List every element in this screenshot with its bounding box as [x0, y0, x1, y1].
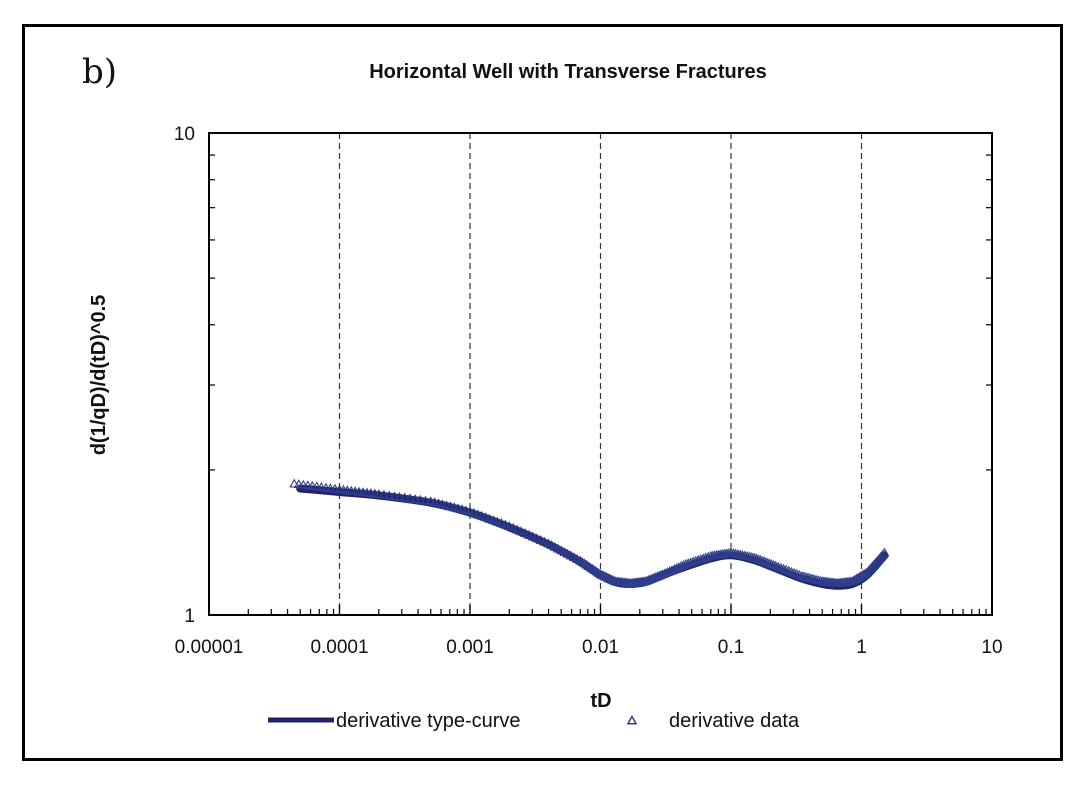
- y-axis-label: d(1/qD)/d(tD)^0.5: [88, 295, 110, 456]
- data-marker: [748, 552, 759, 562]
- data-marker: [879, 547, 890, 557]
- y-tick-labels: 1 10: [174, 124, 195, 627]
- data-marker: [794, 569, 805, 579]
- data-marker: [539, 536, 550, 546]
- data-marker: [751, 553, 762, 563]
- legend-label-data: derivative data: [669, 710, 800, 732]
- data-marker: [316, 482, 327, 491]
- data-marker: [307, 480, 318, 490]
- data-marker: [775, 562, 786, 572]
- legend: derivative type-curve derivative data: [268, 710, 800, 732]
- data-marker: [585, 562, 596, 572]
- data-marker: [384, 490, 395, 500]
- data-marker: [484, 513, 495, 523]
- data-marker: [410, 494, 421, 503]
- data-marker: [504, 521, 515, 530]
- data-marker: [531, 533, 542, 543]
- chart-title: Horizontal Well with Transverse Fracture…: [369, 61, 767, 83]
- data-marker: [591, 566, 602, 576]
- data-marker: [325, 483, 336, 493]
- data-marker: [587, 563, 598, 573]
- plot-area-border: [208, 132, 993, 616]
- data-marker: [302, 480, 313, 490]
- data-marker: [753, 554, 764, 563]
- data-marker: [581, 559, 592, 569]
- data-marker: [583, 561, 594, 570]
- data-marker: [472, 509, 483, 519]
- data-marker: [535, 534, 546, 544]
- data-marker: [778, 563, 789, 573]
- figure-frame: [22, 24, 1063, 761]
- x-tick-label: 0.0001: [310, 637, 368, 658]
- y-tick-label: 1: [184, 606, 195, 627]
- data-marker: [373, 489, 384, 498]
- x-tick-label: 10: [981, 637, 1002, 658]
- x-tick-label: 0.01: [582, 637, 619, 658]
- series-derivative-data: [289, 478, 890, 587]
- data-marker: [773, 561, 784, 571]
- data-marker: [527, 531, 538, 541]
- data-marker: [415, 494, 426, 504]
- data-marker: [768, 559, 779, 569]
- data-marker: [759, 556, 770, 566]
- data-marker: [500, 519, 511, 529]
- data-marker: [512, 524, 523, 534]
- data-marker: [420, 495, 431, 505]
- data-marker: [781, 564, 792, 574]
- legend-label-type-curve: derivative type-curve: [336, 710, 521, 732]
- data-marker: [378, 489, 389, 499]
- data-marker: [791, 568, 802, 578]
- data-marker: [764, 558, 775, 568]
- data-marker: [389, 491, 400, 501]
- x-tick-label: 0.1: [718, 637, 744, 658]
- data-marker: [476, 510, 487, 520]
- data-marker: [857, 570, 868, 579]
- data-marker: [468, 507, 479, 517]
- data-marker: [311, 481, 322, 491]
- data-marker: [492, 516, 503, 526]
- data-marker: [860, 568, 871, 578]
- panel-label: b): [82, 52, 118, 92]
- data-marker: [488, 515, 499, 525]
- x-tick-label: 0.001: [446, 637, 494, 658]
- legend-swatch-triangle: [626, 714, 638, 725]
- data-marker: [789, 567, 800, 577]
- data-marker: [399, 492, 410, 502]
- data-marker: [589, 565, 600, 575]
- data-marker: [465, 506, 475, 516]
- data-marker: [656, 569, 666, 579]
- data-marker: [877, 549, 888, 559]
- x-tick-label: 1: [856, 637, 867, 658]
- data-marker: [770, 560, 781, 570]
- data-marker: [329, 483, 340, 493]
- data-marker: [575, 555, 586, 565]
- y-tick-label: 10: [174, 124, 195, 145]
- data-marker: [289, 478, 300, 488]
- data-marker: [516, 526, 527, 536]
- data-marker: [786, 566, 797, 576]
- data-marker: [755, 554, 766, 564]
- data-marker: [577, 557, 588, 566]
- data-marker: [579, 558, 590, 568]
- data-marker: [480, 512, 491, 522]
- data-marker: [523, 529, 534, 539]
- grid-lines: [209, 132, 992, 615]
- data-marker: [783, 565, 794, 575]
- data-marker: [320, 482, 331, 492]
- data-marker: [298, 479, 309, 489]
- data-marker: [404, 493, 415, 503]
- data-marker: [520, 528, 530, 537]
- x-axis-label: tD: [590, 690, 611, 712]
- data-marker: [293, 479, 304, 489]
- x-tick-label: 0.00001: [175, 637, 244, 658]
- data-marker: [757, 555, 768, 565]
- data-marker: [394, 491, 405, 501]
- data-marker: [496, 518, 507, 528]
- data-marker: [762, 557, 772, 567]
- data-marker: [766, 559, 777, 568]
- data-marker: [508, 522, 519, 532]
- x-tick-labels: 0.00001 0.0001 0.001 0.01 0.1 1 10: [175, 637, 1003, 658]
